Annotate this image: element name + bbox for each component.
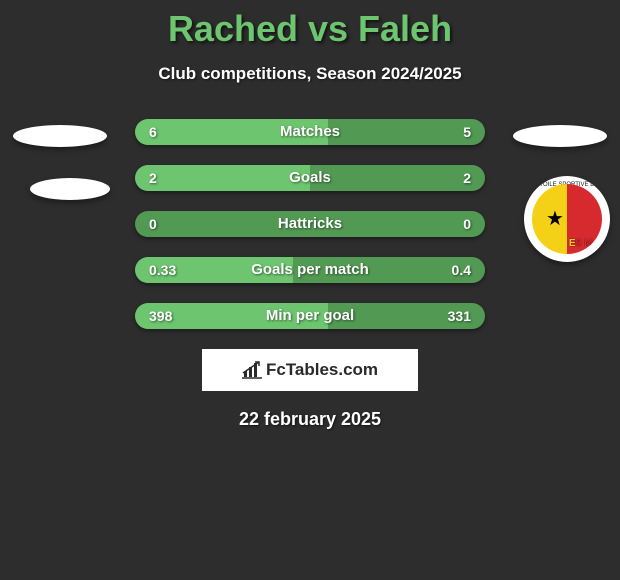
stat-label: Goals per match <box>135 257 485 283</box>
stat-row: Goals2 2 <box>135 165 485 191</box>
fctables-text: FcTables.com <box>266 360 378 380</box>
stat-label: Min per goal <box>135 303 485 329</box>
stat-value-right: 5 <box>463 119 471 145</box>
stat-value-left: 6 <box>149 119 157 145</box>
page-title: Rached vs Faleh <box>0 0 620 50</box>
date-label: 22 february 2025 <box>0 409 620 430</box>
stat-value-right: 2 <box>463 165 471 191</box>
stats-bars-container: Matches6 5 Goals2 2 Hattricks0 0 Goals per mat… <box>135 119 485 329</box>
stat-value-left: 0.33 <box>149 257 176 283</box>
stat-row: Hattricks0 0 <box>135 211 485 237</box>
page-subtitle: Club competitions, Season 2024/2025 <box>0 64 620 84</box>
stat-value-right: 331 <box>448 303 471 329</box>
stat-value-left: 0 <box>149 211 157 237</box>
fctables-attribution[interactable]: FcTables.com <box>202 349 418 391</box>
stat-value-left: 398 <box>149 303 172 329</box>
stat-row: Matches6 5 <box>135 119 485 145</box>
bar-chart-icon <box>242 361 262 379</box>
stat-row: Goals per match0.33 0.4 <box>135 257 485 283</box>
stat-value-right: 0.4 <box>452 257 471 283</box>
stat-value-right: 0 <box>463 211 471 237</box>
stat-label: Matches <box>135 119 485 145</box>
stats-area: Matches6 5 Goals2 2 Hattricks0 0 Goals per mat… <box>0 119 620 329</box>
stat-label: Hattricks <box>135 211 485 237</box>
stat-row: Min per goal398 331 <box>135 303 485 329</box>
stat-value-left: 2 <box>149 165 157 191</box>
stat-label: Goals <box>135 165 485 191</box>
